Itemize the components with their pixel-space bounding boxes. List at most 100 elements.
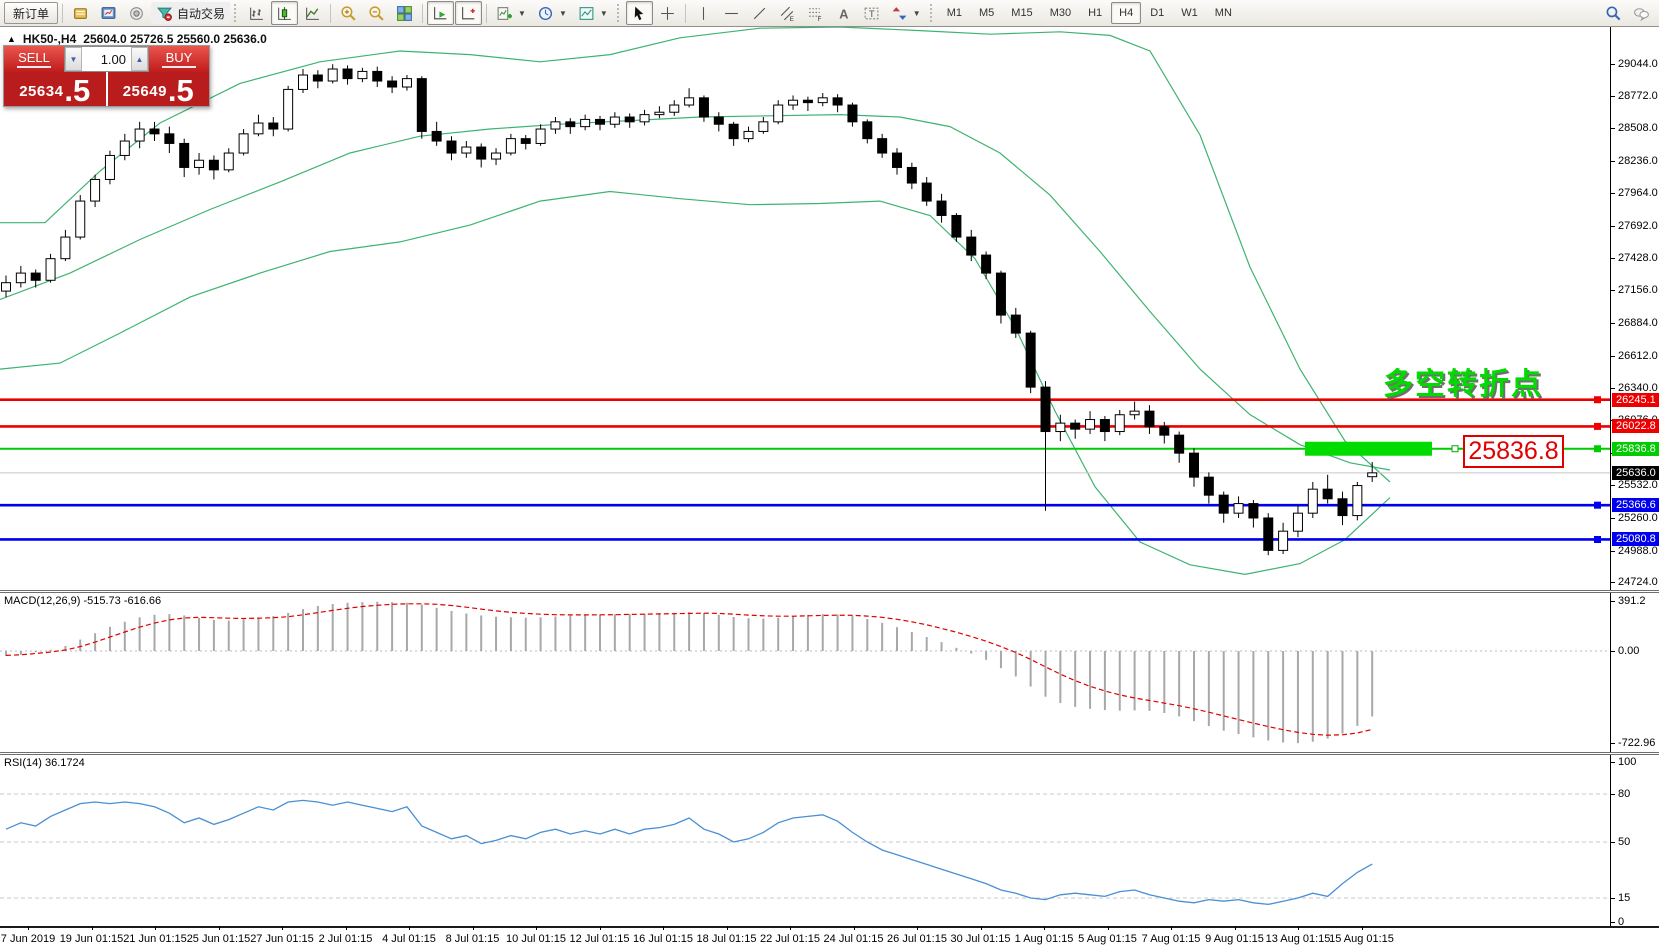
date-tick-mark — [409, 926, 410, 930]
rsi-tick-label: 100 — [1618, 756, 1637, 768]
text-label-icon[interactable]: T — [858, 1, 885, 25]
navigator-icon[interactable] — [123, 1, 150, 25]
price-tick-mark — [1611, 63, 1615, 65]
vertical-line-icon[interactable] — [690, 1, 717, 25]
timeframe-m15[interactable]: M15 — [1011, 7, 1033, 19]
level-anchor-26022.8 — [1594, 422, 1601, 430]
timeframe-m1[interactable]: M1 — [946, 7, 962, 19]
auto-scroll-icon[interactable] — [427, 1, 455, 25]
price-tag-25080.8: 25080.8 — [1612, 532, 1659, 547]
date-label: 15 Aug 01:15 — [1329, 933, 1394, 945]
date-label: 7 Aug 01:15 — [1141, 933, 1201, 945]
bollinger-lower-band — [0, 190, 1391, 576]
macd-tick-label: -722.96 — [1618, 736, 1656, 749]
trade-panel-toggle-icon[interactable]: ▲ — [7, 34, 16, 44]
text-icon[interactable]: A — [830, 1, 857, 25]
candlestick-series — [1, 64, 1378, 556]
volume-input[interactable]: 1.00 — [100, 51, 126, 67]
date-label: 26 Jul 01:15 — [887, 933, 947, 945]
line-chart-icon[interactable] — [299, 1, 326, 25]
price-tick-mark — [1611, 550, 1615, 552]
timeframe-m30[interactable]: M30 — [1049, 7, 1072, 19]
data-window-icon[interactable] — [95, 1, 122, 25]
rsi-canvas[interactable] — [0, 755, 1610, 926]
price-tick-label: 26612.0 — [1618, 349, 1658, 362]
date-label: 24 Jul 01:15 — [823, 933, 884, 945]
timeframe-group: M1 M5 M15 M30 H1 H4 D1 W1 MN — [939, 2, 1240, 24]
date-tick-mark — [218, 926, 220, 930]
macd-tick-label: 0.00 — [1618, 645, 1640, 657]
price-tick-label: 24724.0 — [1618, 576, 1658, 589]
date-label: 18 Jul 01:15 — [696, 933, 757, 945]
macd-tick-mark — [1611, 742, 1615, 744]
timeframe-h4[interactable]: H4 — [1111, 2, 1142, 24]
auto-trading-button[interactable]: 自动交易 — [151, 2, 231, 24]
candlestick-chart-icon[interactable] — [271, 1, 299, 25]
price-tick-label: 27156.0 — [1618, 284, 1658, 297]
zoom-out-icon[interactable] — [363, 1, 390, 25]
chart-shift-icon[interactable] — [455, 1, 483, 25]
buy-button[interactable]: BUY — [149, 46, 209, 72]
buy-underline — [162, 65, 196, 68]
volume-decrease-button[interactable]: ▼ — [65, 47, 82, 71]
timeframe-mn[interactable]: MN — [1214, 7, 1232, 19]
date-label: 25 Jun 01:15 — [186, 933, 251, 945]
toolbar-separator — [330, 3, 332, 23]
price-callout-box[interactable]: 25836.8 — [1463, 435, 1564, 468]
trendline-icon[interactable] — [746, 1, 773, 25]
bar-chart-icon[interactable] — [243, 1, 270, 25]
price-tick-label: 28236.0 — [1618, 154, 1658, 167]
rsi-tick-mark — [1611, 898, 1615, 899]
tile-windows-icon[interactable] — [391, 1, 418, 25]
macd-canvas[interactable] — [0, 593, 1610, 752]
toolbar-separator — [422, 3, 424, 23]
sell-button[interactable]: SELL — [4, 46, 64, 72]
price-chart-canvas[interactable] — [0, 27, 1610, 590]
auto-trading-label: 自动交易 — [177, 6, 226, 21]
chevron-down-icon: ▼ — [912, 8, 921, 18]
fibonacci-icon[interactable]: F — [802, 1, 829, 25]
date-label: 27 Jun 01:15 — [250, 933, 314, 945]
timeframe-m5[interactable]: M5 — [979, 7, 995, 19]
pane-separator[interactable] — [0, 752, 1659, 755]
horizontal-line-icon[interactable] — [718, 1, 745, 25]
price-tag-25366.6: 25366.6 — [1612, 498, 1659, 513]
indicators-icon[interactable]: ▼ — [491, 1, 531, 25]
volume-increase-button[interactable]: ▲ — [131, 47, 148, 71]
timeframe-h1[interactable]: H1 — [1088, 7, 1103, 19]
date-tick-mark — [536, 926, 537, 930]
date-label: 8 Jul 01:15 — [445, 933, 500, 945]
price-axis[interactable]: 29044.0 28772.0 28508.0 28236.0 27964.0 27692… — [1610, 27, 1659, 928]
date-axis[interactable]: 7 Jun 2019 19 Jun 01:15 21 Jun 01:15 25 Jun… — [0, 926, 1659, 949]
templates-icon[interactable]: ▼ — [573, 1, 613, 25]
equidistant-channel-icon[interactable]: E — [774, 1, 801, 25]
new-order-button[interactable]: 新订单 — [4, 2, 59, 24]
price-tick-label: 27428.0 — [1618, 251, 1658, 264]
timeframe-d1[interactable]: D1 — [1150, 7, 1165, 19]
price-tick-label: 27692.0 — [1618, 220, 1658, 233]
toolbar-separator — [62, 3, 64, 23]
search-icon[interactable] — [1600, 1, 1627, 25]
date-label: 4 Jul 01:15 — [382, 933, 436, 945]
buy-price[interactable]: 25649 .5 — [108, 72, 210, 106]
price-tick-label: 28508.0 — [1618, 122, 1658, 135]
pane-separator[interactable] — [0, 590, 1659, 593]
zoom-in-icon[interactable] — [335, 1, 362, 25]
period-clock-icon[interactable]: ▼ — [532, 1, 572, 25]
chart-title: ▲ HK50-,H4 25604.0 25726.5 25560.0 25636… — [7, 32, 267, 46]
svg-text:F: F — [817, 15, 821, 21]
cursor-icon[interactable] — [625, 1, 653, 25]
date-tick-mark — [1044, 926, 1045, 930]
sell-price[interactable]: 25634 .5 — [4, 72, 108, 106]
volume-spinner: ▼ 1.00 ▲ — [64, 46, 149, 72]
highlight-handle — [1451, 445, 1459, 453]
date-tick-mark — [345, 926, 347, 930]
macd-tick-mark — [1611, 651, 1615, 652]
chat-icon[interactable] — [1628, 1, 1655, 25]
market-watch-icon[interactable] — [67, 1, 94, 25]
crosshair-icon[interactable] — [654, 1, 681, 25]
timeframe-w1[interactable]: W1 — [1181, 7, 1198, 19]
price-tick-mark — [1611, 128, 1615, 130]
arrows-icon[interactable]: ▼ — [886, 1, 926, 25]
price-tick-mark — [1611, 96, 1615, 98]
